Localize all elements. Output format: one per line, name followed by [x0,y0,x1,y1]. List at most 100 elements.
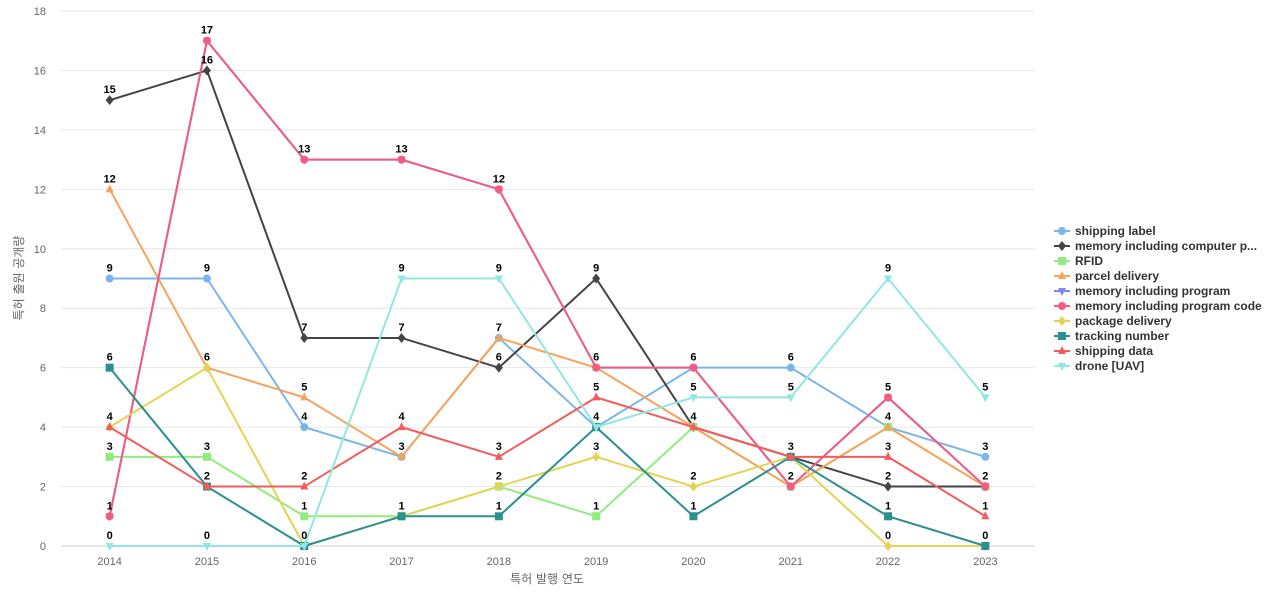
series-line [109,277,986,458]
x-tick-label: 2014 [97,556,121,568]
data-label: 4 [107,411,114,423]
series-line [109,276,987,547]
data-point [202,362,211,373]
x-tick-label: 2015 [195,556,219,568]
data-label: 6 [690,352,696,364]
data-point [981,394,990,403]
data-label: 13 [298,144,310,156]
data-point [689,394,698,403]
data-point [202,481,211,490]
data-label: 2 [496,471,502,483]
data-label: 5 [885,381,891,393]
x-axis-ticks: 2014 2015 2016 2017 2018 2019 2020 2021 2022 2023 [97,556,997,568]
data-point [202,274,211,283]
legend-swatch-marker [1058,271,1066,279]
data-label: 12 [493,173,505,185]
x-tick-label: 2017 [389,556,413,568]
data-point [300,481,309,490]
data-point [884,512,893,521]
series [105,392,990,520]
data-point [592,451,601,462]
data-point [494,451,503,460]
data-point [689,481,698,492]
data-label: 4 [593,411,600,423]
x-tick-label: 2021 [779,556,803,568]
x-tick-label: 2023 [973,556,997,568]
data-label: 6 [204,352,210,364]
legend-item[interactable]: package delivery [1054,314,1172,328]
data-point [786,363,795,372]
data-label: 1 [107,500,113,512]
legend-item[interactable]: memory including program code [1054,299,1262,313]
series [105,36,990,521]
x-tick-label: 2022 [876,556,900,568]
data-label: 4 [301,411,308,423]
data-point [689,422,698,431]
legend-label: memory including program [1075,284,1230,298]
legend-label: drone [UAV] [1075,359,1144,373]
x-tick-label: 2016 [292,556,316,568]
data-label: 4 [398,411,405,423]
y-tick-label: 0 [40,541,46,553]
data-label: 0 [107,530,113,542]
x-tick-label: 2019 [584,556,608,568]
legend-swatch-marker [1058,332,1066,340]
data-point [884,541,893,551]
legend-item[interactable]: memory including computer p... [1054,239,1257,253]
y-axis-title: 특허 출원 공개량 [12,236,26,321]
data-label: 5 [982,381,988,393]
legend-swatch-marker [1058,288,1066,296]
data-point [397,155,406,164]
data-point [592,424,601,433]
data-point [300,332,309,343]
data-point [592,392,601,401]
x-axis-title: 특허 발행 연도 [510,571,584,586]
data-point [884,275,893,284]
legend-item[interactable]: parcel delivery [1054,269,1159,283]
data-point [981,452,990,461]
data-point [494,275,503,284]
data-label: 12 [104,173,116,185]
data-label: 9 [204,263,210,275]
data-point [884,481,893,492]
legend-swatch-marker [1058,241,1066,251]
data-label: 7 [398,322,404,334]
series [105,184,990,490]
data-point [786,451,795,460]
data-label: 6 [593,352,599,364]
data-label: 17 [201,25,213,37]
legend-item[interactable]: RFID [1054,254,1103,268]
y-tick-label: 4 [40,422,46,434]
legend-item[interactable]: memory including program [1054,284,1230,298]
legend-item[interactable]: shipping data [1054,344,1153,358]
data-point [105,363,114,372]
data-point [202,36,211,45]
data-label: 1 [398,500,404,512]
data-label: 2 [982,471,988,483]
data-point [981,511,990,520]
legend-item[interactable]: drone [UAV] [1054,359,1144,373]
legend-label: RFID [1075,254,1103,268]
data-label: 7 [496,322,502,334]
data-label: 3 [593,441,599,453]
data-point [786,482,795,491]
data-point [592,512,601,521]
data-point [300,543,309,551]
data-label: 0 [885,530,891,542]
series-line [109,396,986,518]
series-line [108,367,986,548]
y-tick-label: 10 [34,244,46,256]
data-point [884,393,893,402]
data-label: 9 [496,263,502,275]
legend-swatch-marker [1058,302,1066,310]
legend-item[interactable]: tracking number [1054,329,1169,343]
y-tick-label: 8 [40,303,46,315]
data-point [981,482,990,491]
data-point [202,543,211,551]
legend-item[interactable]: shipping label [1054,224,1156,238]
data-point [981,542,990,550]
data-label: 1 [885,500,891,512]
data-label: 7 [301,322,307,334]
data-point [397,512,406,521]
